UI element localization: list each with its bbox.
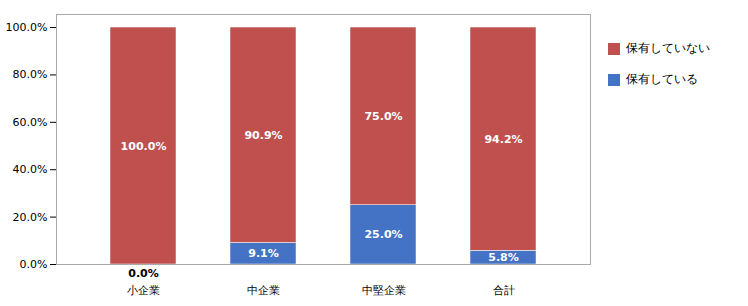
svg-text:90.9%: 90.9% xyxy=(244,129,282,142)
svg-text:9.1%: 9.1% xyxy=(248,247,279,260)
svg-text:0.0%: 0.0% xyxy=(20,258,48,271)
svg-text:中企業: 中企業 xyxy=(247,284,280,297)
svg-text:中堅企業: 中堅企業 xyxy=(362,284,406,297)
svg-text:40.0%: 40.0% xyxy=(13,163,48,176)
svg-text:合計: 合計 xyxy=(493,284,515,297)
svg-text:20.0%: 20.0% xyxy=(13,211,48,224)
svg-text:0.0%: 0.0% xyxy=(128,267,159,280)
svg-text:5.8%: 5.8% xyxy=(488,251,519,264)
svg-text:60.0%: 60.0% xyxy=(13,116,48,129)
svg-text:75.0%: 75.0% xyxy=(364,110,402,123)
svg-text:100.0%: 100.0% xyxy=(6,21,48,34)
svg-text:80.0%: 80.0% xyxy=(13,68,48,81)
svg-text:94.2%: 94.2% xyxy=(484,133,522,146)
html-text:保有していない: 保有していない xyxy=(626,41,710,55)
svg-text:100.0%: 100.0% xyxy=(121,140,167,153)
svg-text:小企業: 小企業 xyxy=(127,284,160,297)
html-text:保有している: 保有している xyxy=(626,72,698,86)
svg-text:25.0%: 25.0% xyxy=(364,228,402,241)
